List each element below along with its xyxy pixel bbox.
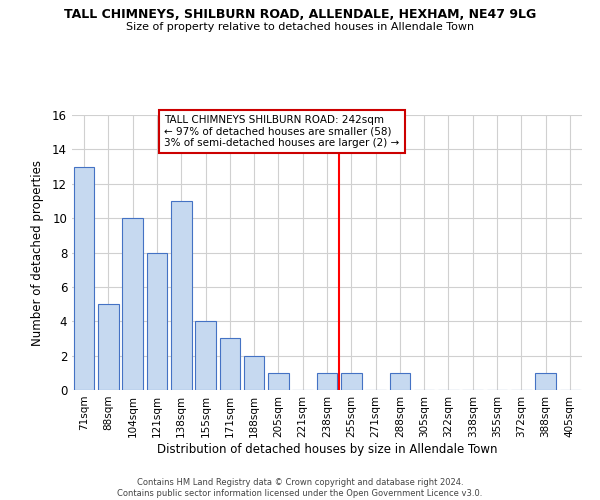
- Bar: [146, 252, 167, 390]
- Bar: [535, 373, 556, 390]
- Text: Distribution of detached houses by size in Allendale Town: Distribution of detached houses by size …: [157, 442, 497, 456]
- Text: TALL CHIMNEYS, SHILBURN ROAD, ALLENDALE, HEXHAM, NE47 9LG: TALL CHIMNEYS, SHILBURN ROAD, ALLENDALE,…: [64, 8, 536, 20]
- Bar: [171, 201, 191, 390]
- Bar: [268, 373, 289, 390]
- Bar: [341, 373, 362, 390]
- Bar: [98, 304, 119, 390]
- Text: Contains HM Land Registry data © Crown copyright and database right 2024.
Contai: Contains HM Land Registry data © Crown c…: [118, 478, 482, 498]
- Y-axis label: Number of detached properties: Number of detached properties: [31, 160, 44, 346]
- Bar: [317, 373, 337, 390]
- Text: TALL CHIMNEYS SHILBURN ROAD: 242sqm
← 97% of detached houses are smaller (58)
3%: TALL CHIMNEYS SHILBURN ROAD: 242sqm ← 97…: [164, 115, 400, 148]
- Bar: [244, 356, 265, 390]
- Bar: [74, 166, 94, 390]
- Bar: [220, 338, 240, 390]
- Bar: [389, 373, 410, 390]
- Bar: [195, 322, 216, 390]
- Text: Size of property relative to detached houses in Allendale Town: Size of property relative to detached ho…: [126, 22, 474, 32]
- Bar: [122, 218, 143, 390]
